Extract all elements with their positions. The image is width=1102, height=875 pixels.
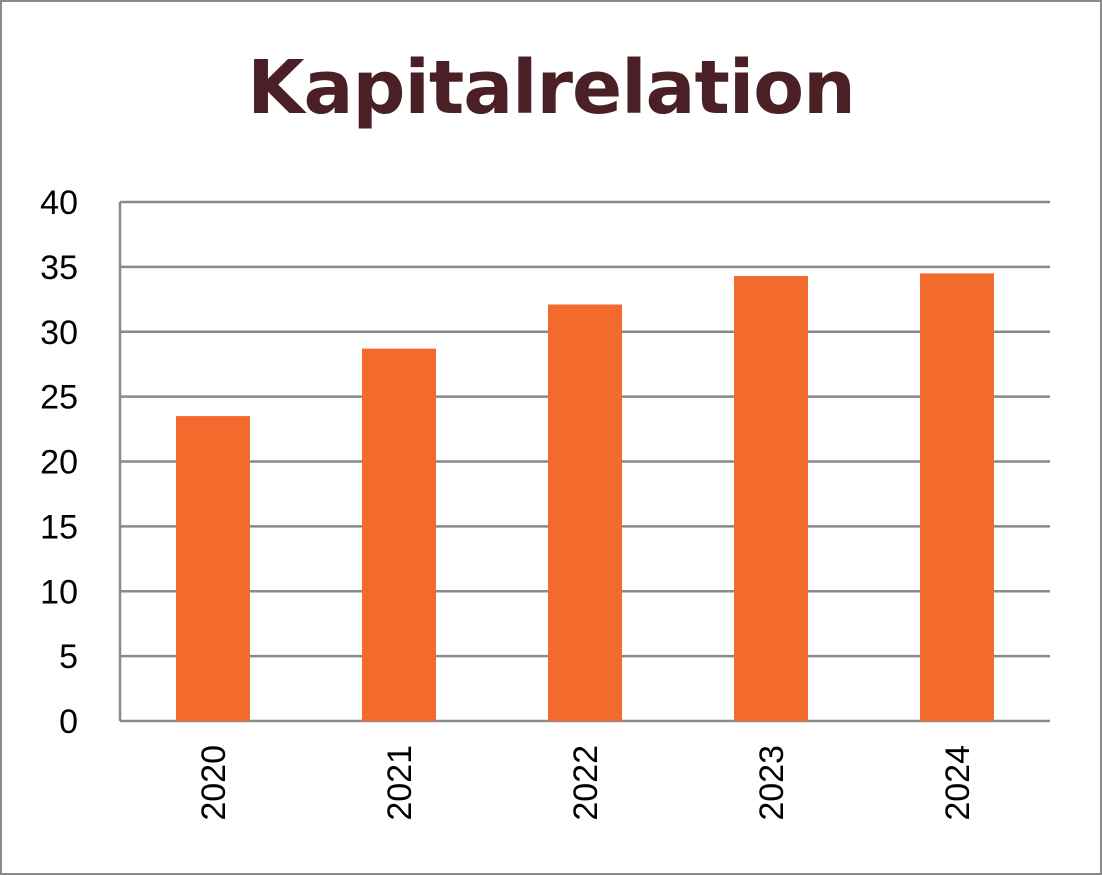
y-tick-label: 30 — [40, 314, 78, 352]
bar-2020 — [176, 416, 250, 721]
y-tick-label: 25 — [40, 379, 78, 417]
y-tick-label: 35 — [40, 249, 78, 287]
y-tick-label: 15 — [40, 508, 78, 546]
chart-title: Kapitalrelation — [247, 45, 856, 131]
y-tick-label: 20 — [40, 444, 78, 482]
y-tick-label: 10 — [40, 573, 78, 611]
x-tick-label: 2020 — [195, 745, 233, 821]
x-tick-label: 2023 — [753, 745, 791, 821]
y-tick-label: 40 — [40, 184, 78, 222]
bar-2021 — [362, 348, 436, 721]
x-tick-label: 2021 — [381, 745, 419, 821]
bar-2022 — [548, 304, 622, 721]
bar-2024 — [920, 273, 994, 721]
x-tick-label: 2024 — [939, 745, 977, 821]
x-tick-label: 2022 — [567, 745, 605, 821]
y-tick-label: 0 — [59, 703, 78, 741]
y-tick-label: 5 — [59, 638, 78, 676]
bar-2023 — [734, 275, 808, 721]
